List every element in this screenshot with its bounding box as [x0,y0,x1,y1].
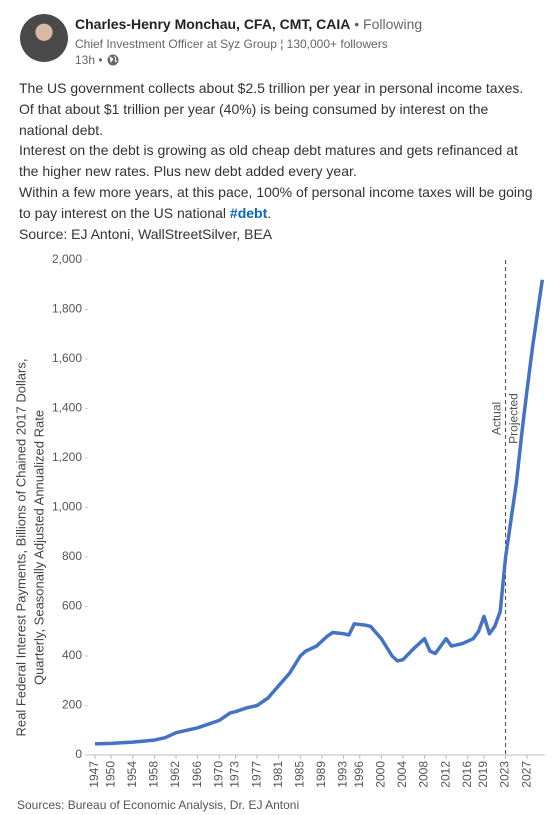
y-tick-label: 1,600 [52,351,82,365]
x-tick-label: 1962 [168,761,182,788]
author[interactable]: Charles-Henry Monchau, CFA, CMT, CAIA [75,16,351,32]
y-axis-title: Real Federal Interest Payments, Billions… [13,359,28,737]
post-body: The US government collects about $2.5 tr… [19,78,534,244]
annotation: Projected [507,393,521,444]
y-tick-label: 0 [75,747,82,761]
time: 13h • [75,53,103,67]
follow-status[interactable]: • Following [354,16,423,32]
y-axis-title: Quarterly, Seasonally Adjusted Annualize… [31,410,46,685]
x-tick-label: 1966 [190,761,204,788]
x-tick-label: 2027 [519,761,533,788]
x-tick-label: 2004 [395,761,409,788]
chart: 0 200 400 600 800 1,000 1,200 1,400 1,600 1,800 2,… [13,252,545,812]
x-tick-label: 1993 [336,761,350,788]
y-tick-label: 800 [62,549,82,563]
x-tick-label: 2019 [476,761,490,788]
x-tick-label: 1970 [211,761,225,788]
paragraph: Interest on the debt is growing as old c… [19,142,518,180]
paragraph: Within a few more years, at this pace, 1… [19,182,534,224]
x-tick-label: 2016 [460,761,474,788]
y-tick-label: 400 [62,648,82,662]
hashtag[interactable]: #debt [229,204,268,221]
paragraph: The US government collects about $2.5 tr… [19,80,524,138]
x-tick-label: 1973 [228,761,242,788]
annotation: Actual [490,402,504,435]
avatar[interactable] [20,14,68,62]
time-row: 13h • [75,53,119,67]
author-line: Charles-Henry Monchau, CFA, CMT, CAIA • … [75,16,422,32]
y-tick-label: 2,000 [52,252,82,266]
y-tick-label: 1,800 [52,302,82,316]
headline: Chief Investment Officer at Syz Group ¦ … [75,37,388,51]
x-tick-label: 1985 [292,761,306,788]
x-tick-label: 1996 [352,761,366,788]
data-line [94,279,545,746]
x-tick-label: 1947 [87,761,101,788]
x-tick-label: 2008 [417,761,431,788]
x-tick-label: 1958 [147,761,161,788]
x-tick-label: 1950 [103,761,117,788]
x-tick-label: 2012 [438,761,452,788]
y-tick-label: 1,000 [52,500,82,514]
y-tick-label: 600 [62,599,82,613]
text: Within a few more years, at this pace, 1… [19,183,533,221]
globe-icon [107,54,119,66]
x-tick-label: 1981 [271,761,285,788]
text: . [267,204,272,221]
x-tick-label: 1989 [314,761,328,788]
x-tick-label: 1954 [125,761,139,788]
source: Sources: Bureau of Economic Analysis, Dr… [17,798,299,812]
y-tick-label: 1,200 [52,450,82,464]
x-tick-label: 1977 [249,761,263,788]
y-tick-label: 200 [62,698,82,712]
x-tick-label: 2023 [498,761,512,788]
x-tick-label: 2000 [373,761,387,788]
paragraph: Source: EJ Antoni, WallStreetSilver, BEA [19,225,273,242]
y-tick-label: 1,400 [52,401,82,415]
